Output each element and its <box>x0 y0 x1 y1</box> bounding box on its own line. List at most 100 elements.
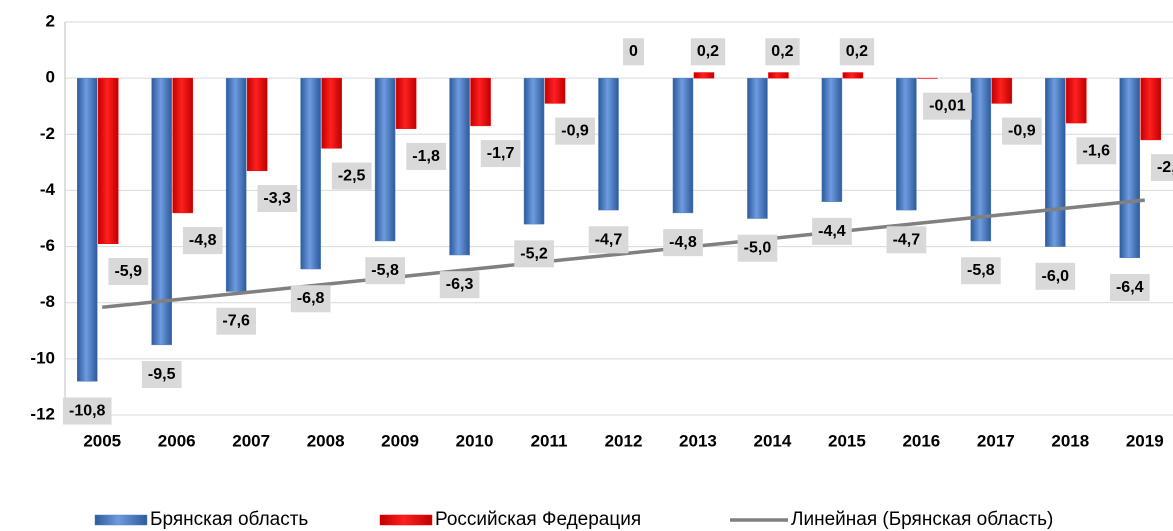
y-tick-label: -12 <box>30 404 55 423</box>
data-label-box <box>1076 137 1117 165</box>
data-label-box <box>765 38 800 66</box>
data-label: -6,4 <box>1116 279 1144 296</box>
data-label-box <box>182 227 223 255</box>
data-label: -6,0 <box>1042 268 1070 285</box>
data-label: -3,3 <box>263 190 291 207</box>
x-tick-label: 2009 <box>381 431 419 450</box>
bar <box>1045 77 1066 247</box>
data-label-box <box>839 38 875 66</box>
legend-label: Линейная (Брянская область) <box>791 509 1053 530</box>
y-tick-label: 2 <box>46 11 55 30</box>
bar <box>374 77 396 242</box>
bar <box>246 77 268 172</box>
data-label: -4,8 <box>669 234 697 251</box>
x-tick-label: 2013 <box>679 431 717 450</box>
data-label: 0 <box>629 43 638 60</box>
y-tick-label: -2 <box>40 124 55 143</box>
bar <box>768 72 789 79</box>
data-label-box <box>1002 117 1042 145</box>
bar <box>672 77 694 214</box>
x-tick-label: 2016 <box>902 431 940 450</box>
data-label-box <box>1035 262 1076 290</box>
y-tick-label: -8 <box>40 292 55 311</box>
x-tick-label: 2006 <box>158 431 196 450</box>
data-label: -5,0 <box>744 240 772 257</box>
data-label-box <box>1109 274 1150 302</box>
x-tick-label: 2015 <box>828 431 866 450</box>
bar <box>1066 77 1087 124</box>
data-label-box <box>257 184 298 213</box>
x-tick-label: 2011 <box>531 431 568 450</box>
data-label: -4,7 <box>595 231 623 248</box>
data-label: -5,2 <box>520 245 548 262</box>
data-label-box <box>737 234 778 262</box>
data-label: -5,8 <box>371 262 399 279</box>
bar <box>821 77 843 202</box>
bar <box>225 77 247 292</box>
data-label-box <box>406 142 446 170</box>
legend-label: Брянская область <box>150 509 308 530</box>
data-label-box <box>108 257 149 285</box>
bar <box>300 77 321 270</box>
data-label: -5,8 <box>967 262 995 279</box>
y-tick-label: -10 <box>30 348 55 367</box>
data-label: -0,9 <box>561 123 589 140</box>
data-label-box <box>623 38 645 66</box>
bar <box>598 77 619 211</box>
bar <box>896 77 917 211</box>
bar <box>1119 77 1141 259</box>
data-label: -10,8 <box>69 403 106 420</box>
x-tick-label: 2010 <box>456 431 494 450</box>
bar <box>321 77 342 149</box>
bar <box>693 72 715 79</box>
y-tick-label: -6 <box>40 236 55 255</box>
data-label-box <box>290 285 331 313</box>
bar <box>449 77 470 256</box>
bar <box>172 77 193 214</box>
x-tick-label: 2014 <box>754 431 792 450</box>
data-label-box <box>365 257 405 285</box>
y-tick-label: -4 <box>40 180 56 199</box>
bar <box>544 77 566 104</box>
data-label-box <box>923 92 972 120</box>
data-label-box <box>663 229 703 257</box>
data-label-box <box>439 271 480 299</box>
data-label-box <box>480 140 521 168</box>
data-label-box <box>886 226 927 254</box>
data-label: -1,8 <box>412 148 440 165</box>
bar <box>151 77 172 346</box>
bar <box>523 77 545 225</box>
legend-label: Российская Федерация <box>435 509 641 530</box>
data-label: 0,2 <box>697 43 719 60</box>
data-label-box <box>588 226 629 254</box>
data-label: -0,9 <box>1008 123 1036 140</box>
bar <box>470 77 491 127</box>
bar <box>842 72 864 79</box>
data-label: -9,5 <box>148 366 176 383</box>
y-tick-label: 0 <box>46 68 55 87</box>
bar <box>991 77 1013 104</box>
bar <box>970 77 992 242</box>
data-label: -7,6 <box>222 313 250 330</box>
data-label: -2,2 <box>1157 159 1173 176</box>
bar <box>97 77 119 245</box>
data-label: -6,8 <box>297 290 325 307</box>
legend-swatch <box>379 514 433 526</box>
data-label-box <box>690 38 726 66</box>
data-label-box <box>216 307 257 335</box>
bar <box>1140 77 1162 141</box>
x-tick-label: 2008 <box>307 431 345 450</box>
data-label-box <box>961 257 1001 285</box>
x-tick-label: 2018 <box>1051 431 1089 450</box>
data-label-box <box>1150 154 1173 182</box>
data-label-box <box>812 217 852 245</box>
data-label: -5,9 <box>114 263 142 280</box>
x-tick-label: 2012 <box>605 431 643 450</box>
data-label-box <box>331 162 372 190</box>
data-label-box <box>62 397 112 425</box>
data-label: -4,4 <box>818 223 846 240</box>
data-label-box <box>555 117 595 145</box>
data-label: -6,3 <box>446 276 474 293</box>
data-label: -1,7 <box>487 145 515 162</box>
